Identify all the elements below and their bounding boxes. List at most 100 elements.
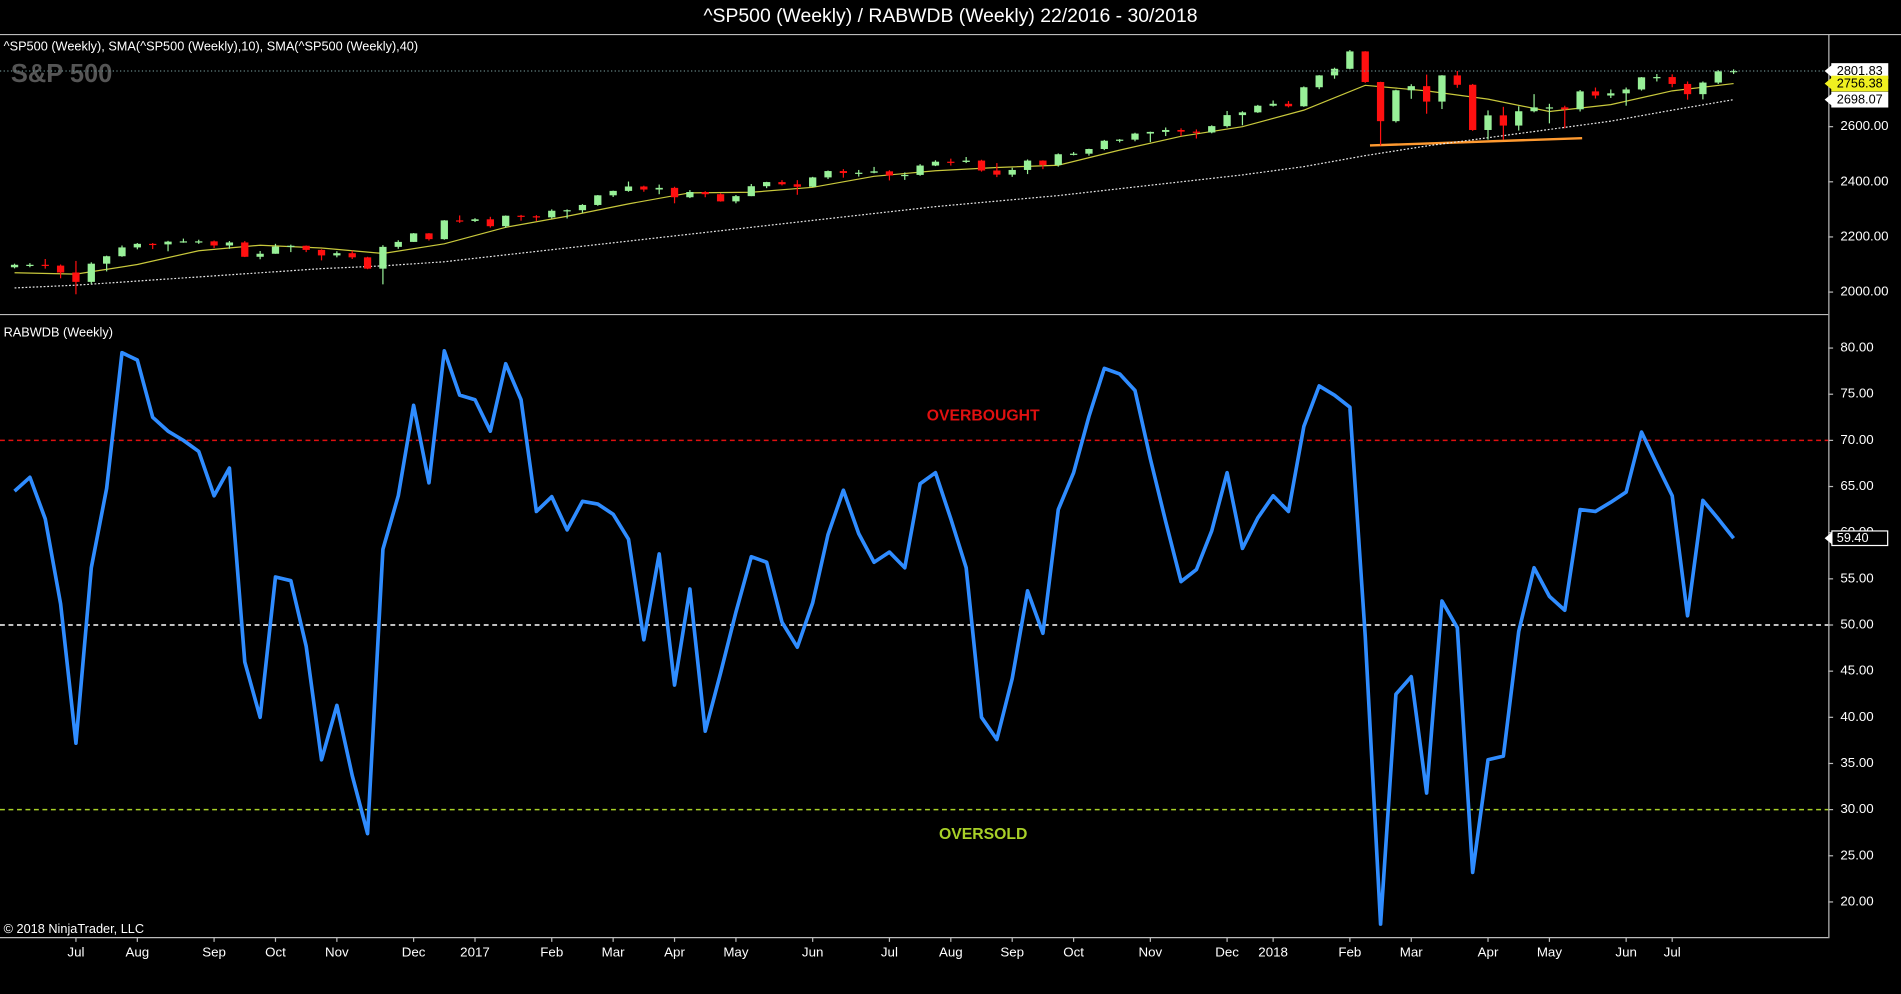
candle-body (1039, 160, 1047, 165)
panel-label: RABWDB (Weekly) (4, 325, 113, 340)
y-tick-label: 45.00 (1840, 663, 1873, 678)
candle-body (333, 253, 341, 256)
value-tag-label: 2801.83 (1837, 63, 1883, 78)
x-tick-label: Feb (1338, 944, 1361, 959)
candle-body (609, 190, 617, 196)
candle-body (1438, 75, 1446, 102)
x-tick-label: Aug (939, 944, 963, 959)
candle-body (1177, 129, 1185, 132)
y-tick-label: 75.00 (1840, 386, 1873, 401)
candle-body (1591, 91, 1600, 96)
candle-body (1422, 86, 1431, 102)
candle-body (1284, 103, 1293, 107)
level-label: OVERSOLD (939, 826, 1027, 843)
value-tag-pointer (1824, 64, 1832, 78)
candle-body (1162, 129, 1170, 132)
candle-body (962, 160, 970, 162)
candle-body (1069, 153, 1078, 155)
candle-body (1300, 87, 1308, 107)
y-tick-label: 2000.00 (1840, 284, 1888, 299)
candle-body (701, 192, 709, 195)
candle-body (1208, 126, 1216, 133)
candle-body (1085, 149, 1093, 154)
candle-body (10, 264, 19, 268)
x-tick-label: Dec (1215, 944, 1239, 959)
support-line (1369, 136, 1583, 147)
candle-body (72, 272, 80, 282)
y-tick-label: 70.00 (1840, 432, 1873, 447)
x-tick-label: Jun (802, 944, 824, 959)
candle-body (993, 170, 1001, 175)
candle-body (348, 253, 356, 258)
sma-line (14, 82, 1734, 275)
candle-body (1254, 105, 1262, 113)
panel-label: ^SP500 (Weekly), SMA(^SP500 (Weekly),10)… (4, 39, 418, 54)
candle-body (164, 241, 172, 245)
candle-body (302, 245, 310, 250)
watermark: S&P 500 (11, 60, 112, 88)
candle-body (195, 241, 203, 243)
candle-body (1469, 84, 1477, 130)
copyright: © 2018 NinjaTrader, LLC (4, 921, 144, 936)
value-tag-pointer (1824, 93, 1832, 106)
candle-body (1699, 82, 1707, 95)
candle-body (885, 171, 894, 176)
x-tick-label: Aug (125, 944, 149, 959)
candle-body (256, 253, 264, 257)
y-tick-label: 30.00 (1840, 801, 1873, 816)
candle-body (947, 161, 955, 163)
candle-body (1515, 111, 1523, 126)
y-tick-label: 65.00 (1840, 478, 1873, 493)
candle-body (809, 177, 817, 187)
candle-body (118, 247, 126, 257)
candle-body (747, 186, 755, 197)
candle-body (1146, 131, 1154, 134)
candle-body (1622, 89, 1630, 94)
candle-body (1407, 86, 1415, 91)
candle-body (241, 242, 249, 257)
candle-body (532, 216, 541, 218)
y-tick-label: 35.00 (1840, 755, 1873, 770)
x-tick-label: Sep (202, 944, 226, 959)
value-tag-label: 2756.38 (1837, 76, 1883, 91)
x-tick-label: Feb (540, 944, 563, 959)
candle-body (271, 246, 280, 254)
x-tick-label: Sep (1000, 944, 1024, 959)
candle-body (839, 171, 848, 173)
candle-body (1008, 169, 1016, 175)
candle-body (26, 264, 34, 266)
candle-body (1192, 131, 1201, 133)
candle-body (1607, 93, 1615, 96)
value-tag-pointer (1824, 77, 1832, 90)
y-tick-label: 2200.00 (1840, 228, 1888, 243)
y-tick-label: 40.00 (1840, 709, 1873, 724)
indicator-line (13, 349, 1736, 926)
candle-body (716, 194, 725, 202)
candle-body (149, 243, 157, 246)
candle-body (1330, 68, 1339, 76)
candle-body (1223, 115, 1231, 127)
x-tick-label: Mar (602, 944, 626, 959)
candle-body (440, 220, 448, 240)
candle-body (133, 243, 141, 248)
candle-body (210, 241, 218, 246)
x-tick-label: Jun (1615, 944, 1637, 959)
candle-body (1361, 51, 1369, 83)
candle-body (1269, 103, 1277, 106)
candle-body (409, 233, 418, 242)
candle-body (1637, 77, 1646, 90)
candle-body (1653, 77, 1661, 79)
candle-body (655, 187, 663, 190)
x-tick-label: Jul (1664, 944, 1681, 959)
candle-body (1545, 107, 1554, 109)
candle-body (824, 171, 832, 178)
candle-body (425, 233, 433, 240)
x-tick-label: Jul (67, 944, 84, 959)
candle-body (471, 219, 479, 221)
x-tick-label: May (723, 944, 749, 959)
candle-body (548, 210, 556, 218)
y-tick-label: 50.00 (1840, 617, 1873, 632)
candle-body (502, 215, 510, 227)
